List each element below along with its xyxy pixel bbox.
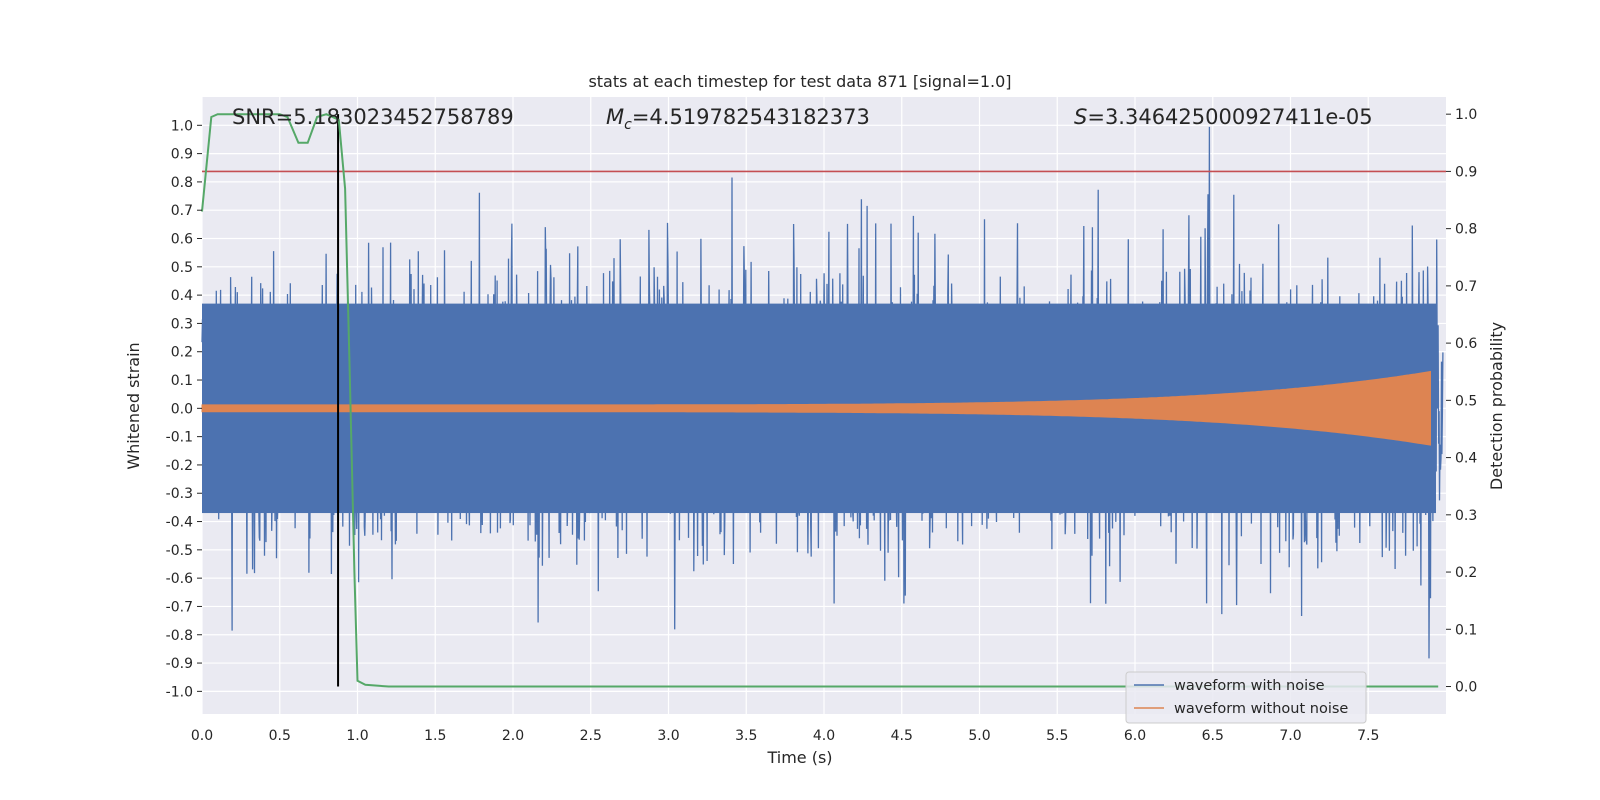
chirp-mass-symbol: M	[606, 105, 624, 129]
legend-entry-noise: waveform with noise	[1174, 678, 1325, 694]
right-tick-label: 0.5	[1455, 393, 1477, 409]
legend-entry-clean: waveform without noise	[1174, 701, 1348, 717]
left-tick-label: -0.5	[166, 543, 193, 559]
left-tick-label: -0.3	[166, 486, 193, 502]
series-waveform-without-noise	[201, 370, 1431, 446]
right-tick-label: 0.7	[1455, 279, 1477, 295]
x-tick-label: 3.0	[657, 728, 679, 744]
x-tick-label: 5.0	[968, 728, 990, 744]
chart-title: stats at each timestep for test data 871…	[588, 72, 1011, 91]
x-tick-label: 3.5	[735, 728, 757, 744]
left-tick-label: 0.0	[171, 401, 193, 417]
s-value: =3.346425000927411e-05	[1087, 105, 1372, 129]
right-tick-label: 0.4	[1455, 451, 1477, 467]
x-tick-label: 1.0	[346, 728, 368, 744]
right-tick-label: 0.0	[1455, 680, 1477, 696]
left-tick-label: -1.0	[166, 684, 193, 700]
x-tick-label: 0.5	[269, 728, 291, 744]
x-tick-label: 6.0	[1124, 728, 1146, 744]
right-tick-label: 0.1	[1455, 622, 1477, 638]
left-axis-label: Whitened strain	[124, 342, 143, 469]
left-tick-label: 1.0	[171, 118, 193, 134]
left-tick-label: -0.2	[166, 458, 193, 474]
left-tick-label: 0.7	[171, 203, 193, 219]
left-tick-label: -0.9	[166, 656, 193, 672]
right-tick-label: 0.3	[1455, 508, 1477, 524]
left-tick-label: 0.6	[171, 232, 193, 248]
x-tick-label: 2.5	[580, 728, 602, 744]
right-tick-label: 0.9	[1455, 164, 1477, 180]
legend-box	[1125, 671, 1367, 724]
left-tick-label: 0.3	[171, 316, 193, 332]
legend: waveform with noise waveform without noi…	[1125, 671, 1367, 724]
x-tick-label: 2.0	[502, 728, 524, 744]
right-tick-label: 0.8	[1455, 222, 1477, 238]
clean-waveform-envelope	[201, 370, 1431, 446]
x-tick-label: 7.5	[1357, 728, 1379, 744]
s-symbol: S	[1074, 105, 1087, 129]
x-tick-label: 0.0	[191, 728, 213, 744]
x-tick-label: 4.5	[891, 728, 913, 744]
x-tick-label: 4.0	[813, 728, 835, 744]
x-axis-ticks: 0.0 0.5 1.0 1.5 2.0 2.5 3.0 3.5 4.0 4.5 5.0 5.5 6.0 6…	[191, 728, 1380, 744]
right-axis-label: Detection probability	[1487, 322, 1506, 490]
series-detection-probability	[201, 113, 1439, 688]
left-tick-label: 0.9	[171, 147, 193, 163]
x-axis-label: Time (s)	[766, 748, 832, 767]
x-tick-label: 7.0	[1279, 728, 1301, 744]
chirp-mass-subscript: c	[624, 117, 632, 133]
left-tick-label: -0.6	[166, 571, 193, 587]
chirp-mass-annotation: Mc=4.519782543182373	[606, 105, 870, 133]
x-tick-label: 6.5	[1202, 728, 1224, 744]
left-tick-label: 0.5	[171, 260, 193, 276]
detection-probability-line	[201, 113, 1439, 688]
x-tick-label: 1.5	[424, 728, 446, 744]
right-tick-label: 1.0	[1455, 107, 1477, 123]
left-tick-label: -0.7	[166, 599, 193, 615]
s-annotation: S=3.346425000927411e-05	[1074, 105, 1373, 129]
right-tick-label: 0.2	[1455, 565, 1477, 581]
overlay-lines	[202, 114, 1446, 687]
left-tick-label: -0.1	[166, 430, 193, 446]
left-tick-label: -0.8	[166, 628, 193, 644]
left-axis-ticks: 1.0 0.9 0.8 0.7 0.6 0.5 0.4 0.3 0.2 0.1 0.0 -0.1 -0.…	[166, 118, 202, 700]
x-tick-label: 5.5	[1046, 728, 1068, 744]
right-axis-ticks: 1.0 0.9 0.8 0.7 0.6 0.5 0.4 0.3 0.2 0.1 0.0	[1446, 107, 1477, 696]
left-tick-label: -0.4	[166, 515, 193, 531]
left-tick-label: 0.1	[171, 373, 193, 389]
chirp-mass-value: =4.519782543182373	[632, 105, 870, 129]
left-tick-label: 0.2	[171, 345, 193, 361]
left-tick-label: 0.4	[171, 288, 193, 304]
right-tick-label: 0.6	[1455, 336, 1477, 352]
left-tick-label: 0.8	[171, 175, 193, 191]
snr-annotation: SNR=5.183023452758789	[232, 105, 514, 129]
